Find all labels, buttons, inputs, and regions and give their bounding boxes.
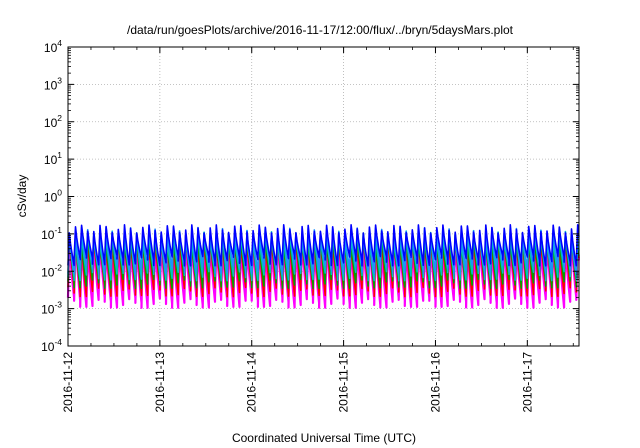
y-tick-label: 10-4 (41, 337, 62, 354)
x-tick-label: 2016-11-15 (337, 352, 351, 413)
y-axis: 10-4 10-3 10-2 10-1 100 101 102 103 104 (41, 38, 579, 354)
y-tick-label: 101 (44, 150, 62, 167)
y-tick-label: 100 (44, 188, 62, 205)
x-tick-label: 2016-11-17 (520, 352, 534, 413)
x-tick-label: 2016-11-16 (428, 352, 442, 413)
y-axis-label: cSv/day (15, 175, 29, 218)
series-line (67, 224, 580, 267)
series-group (66, 224, 580, 309)
y-tick-label: 102 (44, 113, 62, 130)
x-axis-label: Coordinated Universal Time (UTC) (232, 431, 416, 445)
x-axis: 2016-11-12 2016-11-13 2016-11-14 2016-11-15… (61, 47, 574, 413)
y-tick-label: 10-3 (41, 300, 62, 317)
x-tick-label: 2016-11-12 (61, 352, 75, 413)
y-tick-label: 10-2 (41, 262, 62, 279)
y-tick-label: 104 (44, 38, 62, 55)
x-tick-label: 2016-11-14 (245, 352, 259, 413)
y-tick-label: 10-1 (41, 225, 62, 242)
y-tick-label: 103 (44, 75, 62, 92)
series-line (67, 232, 580, 290)
series-line (67, 226, 580, 275)
chart-title: /data/run/goesPlots/archive/2016-11-17/1… (127, 23, 514, 37)
x-tick-label: 2016-11-13 (153, 352, 167, 413)
